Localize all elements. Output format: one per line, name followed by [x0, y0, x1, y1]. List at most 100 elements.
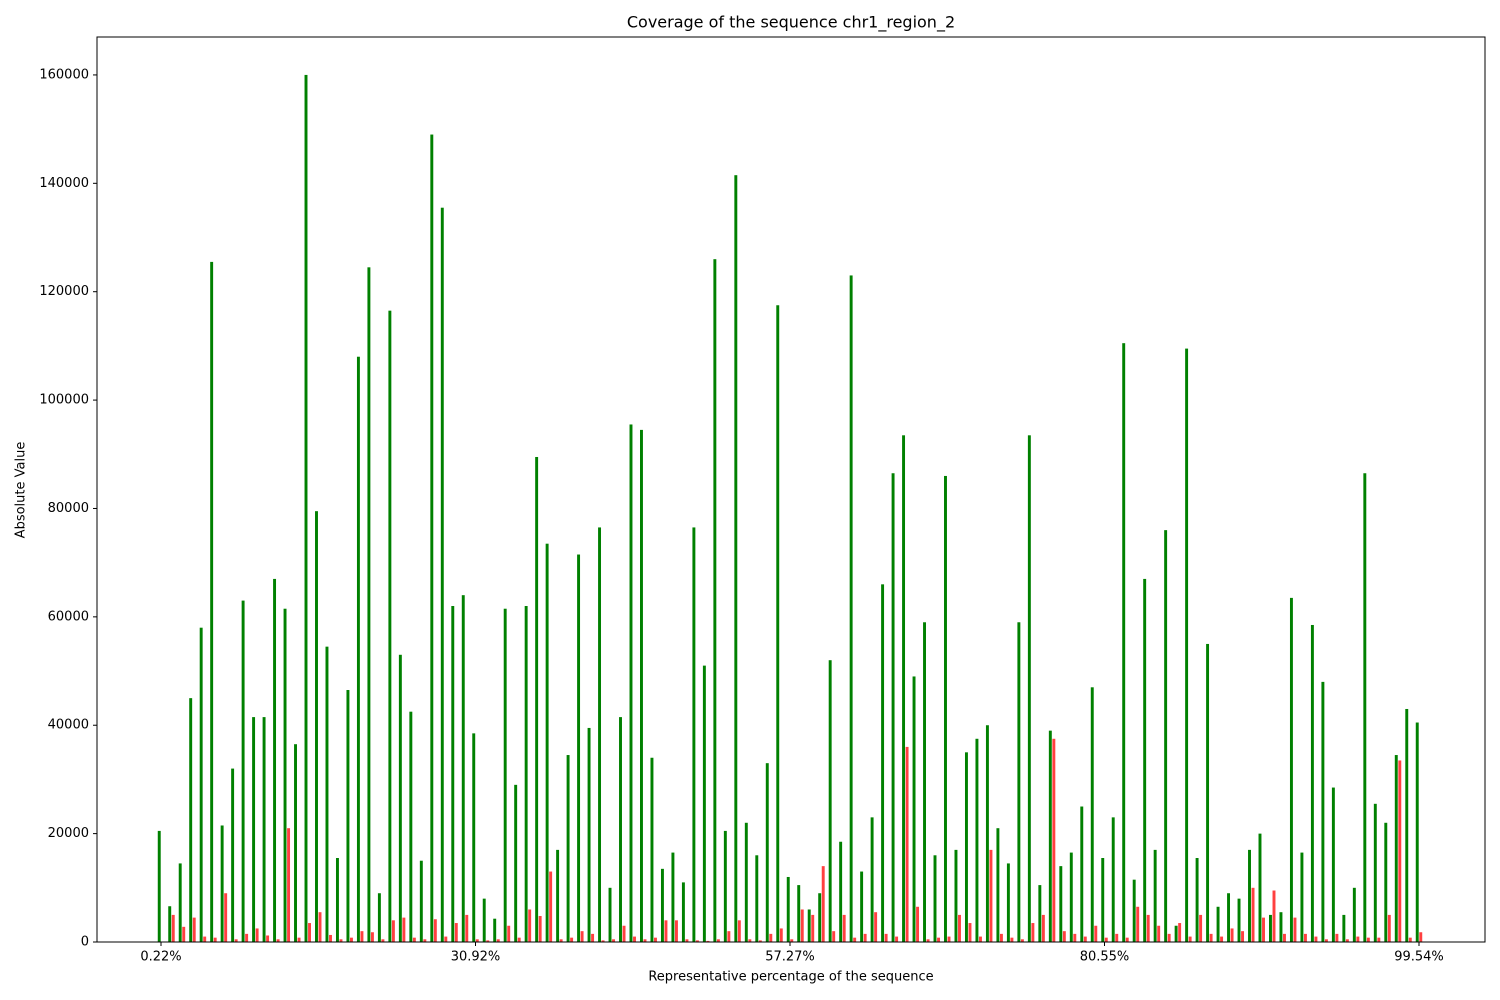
bar	[758, 940, 762, 942]
bar	[1031, 923, 1035, 942]
bar	[157, 830, 161, 942]
bar	[1195, 858, 1199, 942]
bar	[318, 912, 322, 942]
bar	[807, 909, 811, 942]
bar	[643, 939, 647, 942]
bar	[1069, 852, 1073, 942]
bar	[482, 898, 486, 942]
bar	[860, 871, 864, 942]
bar	[1209, 933, 1213, 942]
bar	[737, 920, 741, 942]
bar	[800, 909, 804, 942]
bar	[1321, 681, 1325, 942]
bar	[1157, 925, 1161, 942]
bar	[1083, 936, 1087, 942]
bar	[1384, 822, 1388, 942]
bar	[1038, 885, 1042, 942]
bar	[304, 74, 308, 942]
bar	[325, 646, 329, 942]
bar	[580, 931, 584, 942]
bar	[335, 858, 339, 942]
bar	[1125, 937, 1129, 942]
bar	[566, 755, 570, 942]
bar	[349, 937, 353, 942]
x-tick-label: 57.27%	[765, 950, 815, 965]
bar	[821, 866, 825, 942]
bar	[1289, 597, 1293, 942]
bar	[1324, 939, 1328, 942]
x-tick-label: 80.55%	[1080, 950, 1130, 965]
bar	[252, 717, 256, 942]
bar	[790, 939, 794, 942]
bar	[912, 676, 916, 942]
bar	[734, 175, 738, 943]
bar	[874, 912, 878, 942]
bar	[276, 939, 280, 942]
bar	[503, 608, 507, 942]
bar	[461, 595, 465, 942]
bar	[755, 855, 759, 942]
bar	[273, 578, 277, 942]
bar	[1111, 817, 1115, 942]
bar	[1398, 760, 1402, 942]
bar	[587, 727, 591, 942]
bar	[556, 849, 560, 942]
bar	[664, 920, 668, 942]
plot-frame	[96, 36, 1486, 943]
bar	[1164, 530, 1168, 942]
bar	[1408, 937, 1412, 942]
bar	[440, 207, 444, 942]
bar	[570, 937, 574, 942]
bar	[1090, 687, 1094, 942]
bar	[1174, 925, 1178, 942]
bar	[849, 275, 853, 942]
bar	[213, 937, 217, 942]
bar	[1122, 343, 1126, 943]
bar	[1248, 849, 1251, 942]
bar	[706, 940, 710, 942]
bar	[702, 665, 706, 942]
bar	[1101, 858, 1105, 942]
bar	[1199, 914, 1203, 942]
bar	[1251, 887, 1255, 942]
bar	[391, 920, 395, 942]
bar	[535, 456, 539, 942]
bar	[748, 939, 752, 942]
bar	[231, 768, 235, 942]
bar	[842, 914, 846, 942]
bar	[171, 914, 175, 942]
bar	[958, 914, 961, 942]
bar	[1006, 863, 1010, 942]
bar	[329, 934, 332, 942]
bar	[1136, 906, 1140, 942]
bar	[933, 855, 937, 942]
bar	[255, 928, 259, 942]
bar	[916, 906, 920, 942]
bar	[978, 936, 982, 942]
bar	[1143, 578, 1147, 942]
bar	[433, 919, 437, 942]
bar	[262, 717, 266, 942]
bar	[968, 923, 972, 942]
x-tick-label: 0.22%	[140, 950, 181, 965]
bar	[1230, 928, 1234, 942]
bar	[811, 914, 815, 942]
bar	[486, 940, 490, 942]
bar	[339, 939, 343, 942]
y-tick-label: 160000	[39, 67, 89, 82]
bar	[1352, 887, 1356, 942]
bar	[538, 915, 542, 942]
bar	[1227, 893, 1231, 942]
bar	[954, 849, 958, 942]
bar	[996, 828, 1000, 942]
bar	[633, 936, 636, 942]
bar	[769, 933, 773, 942]
bar	[549, 871, 553, 942]
bar	[370, 932, 374, 942]
bar	[315, 511, 318, 942]
bar	[937, 937, 940, 942]
bar	[517, 937, 521, 942]
bar	[451, 606, 455, 942]
bar	[744, 822, 748, 942]
